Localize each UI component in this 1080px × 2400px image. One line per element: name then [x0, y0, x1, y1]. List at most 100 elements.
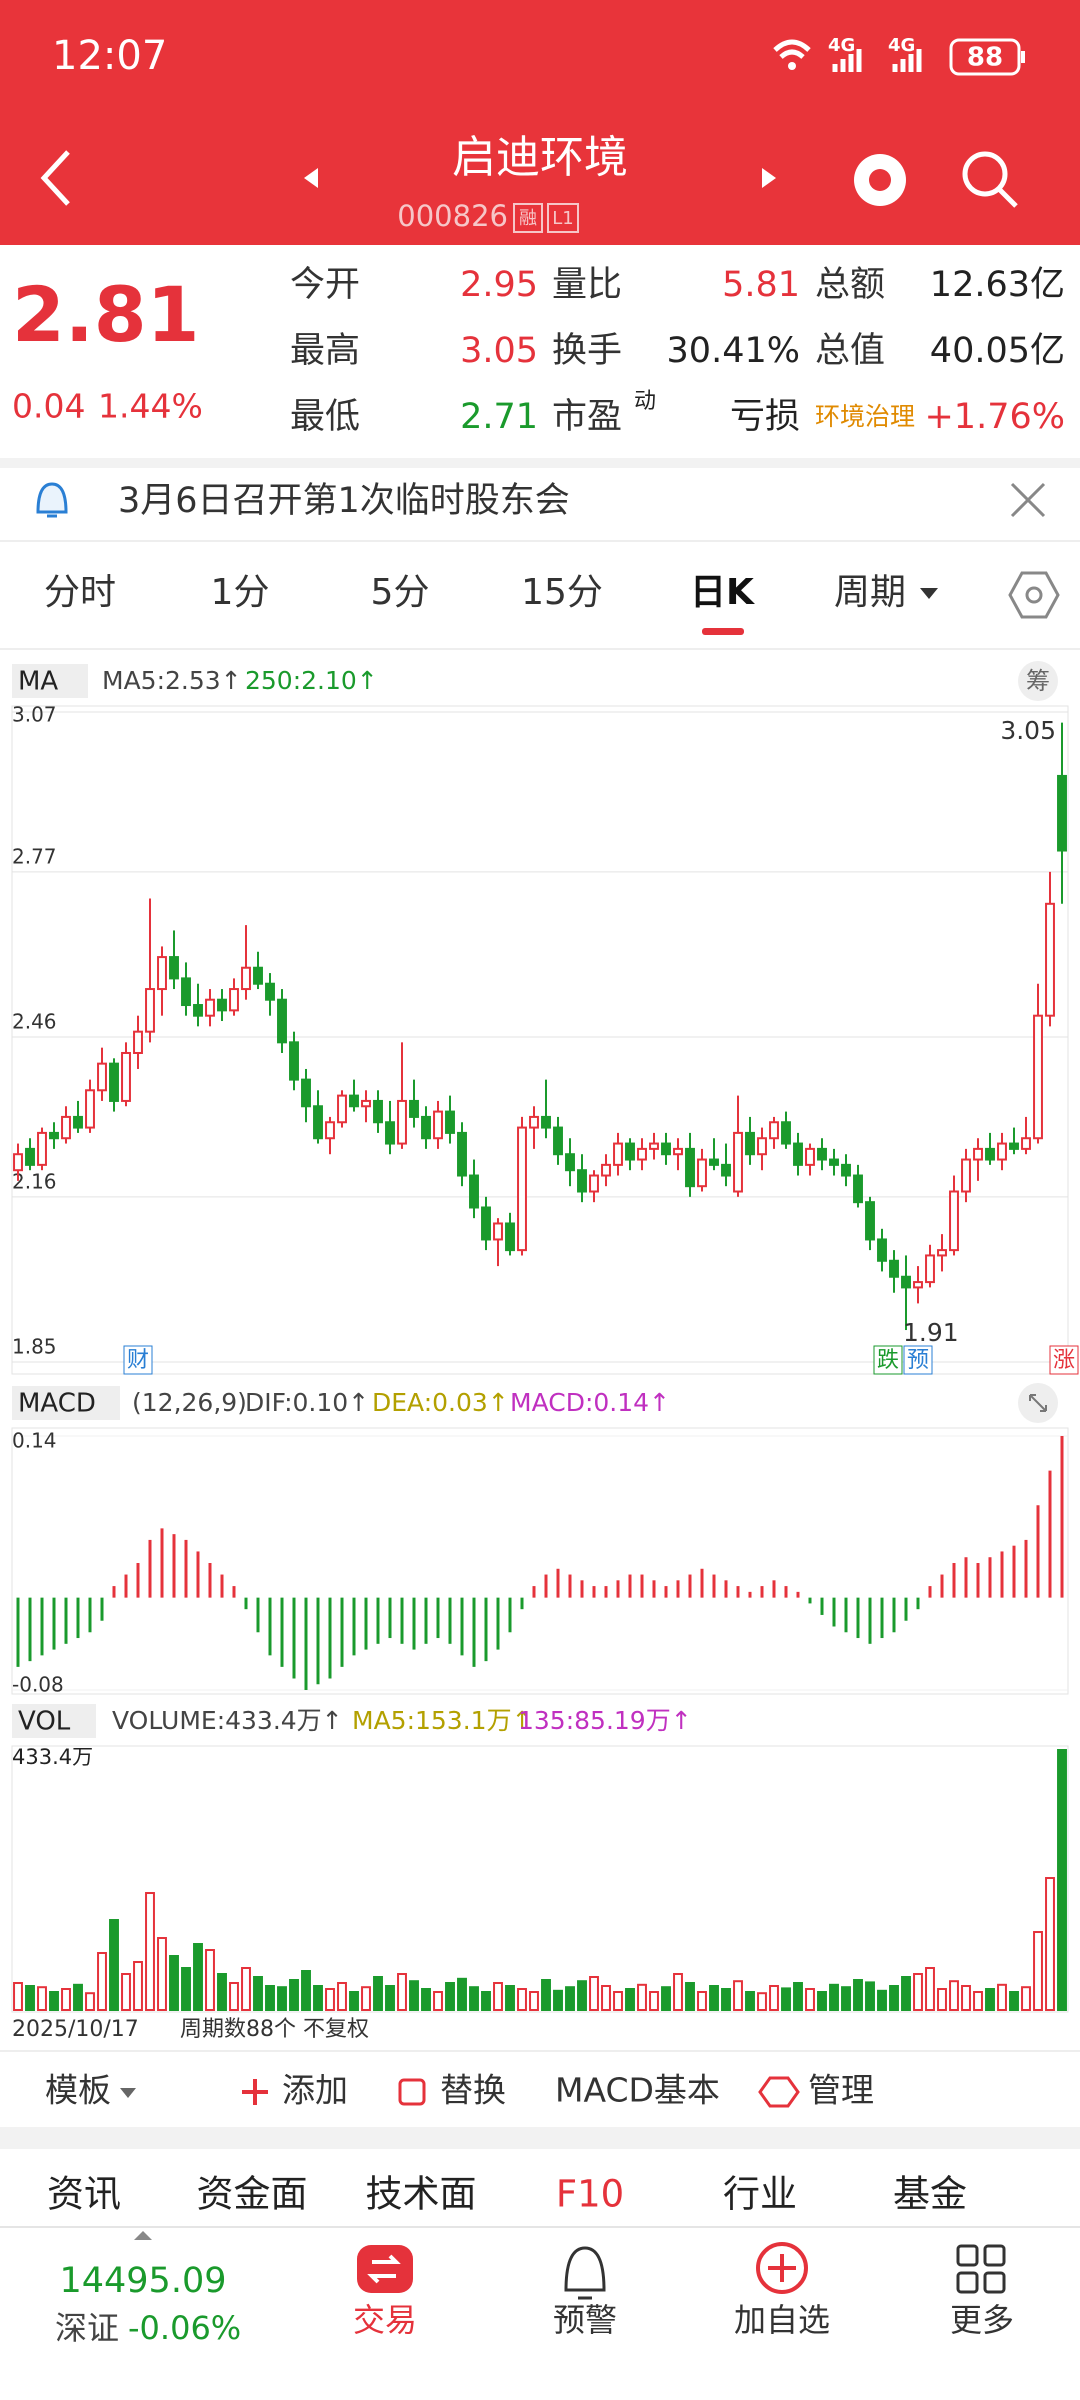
- period-tab[interactable]: 1分: [211, 572, 270, 613]
- alert-icon[interactable]: [564, 2246, 606, 2300]
- candle-body: [673, 1147, 683, 1156]
- dea-legend: DEA:0.03↑: [372, 1388, 509, 1417]
- candle-body: [697, 1158, 707, 1188]
- y-tick-label: 0.14: [12, 1429, 57, 1453]
- candle-body: [865, 1201, 875, 1241]
- candle-body: [73, 1115, 83, 1129]
- legend-box[interactable]: [12, 664, 88, 698]
- legend-box[interactable]: [12, 1704, 96, 1738]
- candle-body: [481, 1206, 491, 1241]
- nav-item[interactable]: 交易: [353, 2301, 417, 2339]
- period-tab[interactable]: 5分: [371, 572, 430, 613]
- trade-icon[interactable]: [357, 2245, 413, 2293]
- prev-stock[interactable]: [304, 168, 318, 188]
- legend-box[interactable]: [12, 1386, 120, 1420]
- more-icon: [983, 2271, 1006, 2294]
- candle-body: [637, 1147, 647, 1161]
- volume-bar: [661, 1986, 671, 2011]
- candle-body: [121, 1051, 131, 1102]
- info-tab[interactable]: 资金面: [197, 2173, 308, 2216]
- period-tab[interactable]: 分时: [44, 572, 116, 613]
- index-arrow: [134, 2231, 152, 2240]
- volume-bar: [709, 1985, 719, 2011]
- notice-text[interactable]: 3月6日召开第1次临时股东会: [118, 481, 570, 521]
- period-tab[interactable]: 周期: [834, 572, 906, 613]
- candle-body: [109, 1062, 119, 1102]
- volume-bar: [1033, 1931, 1043, 2011]
- volume-bar: [769, 1985, 779, 2011]
- candle-body: [205, 998, 215, 1017]
- add-button[interactable]: 添加: [282, 2071, 348, 2110]
- candle-body: [661, 1142, 671, 1156]
- volume-bar: [745, 1991, 755, 2012]
- close-notice[interactable]: [1010, 482, 1046, 518]
- volume-bar: [997, 1983, 1007, 2011]
- volume-bar: [613, 1991, 623, 2012]
- back-button[interactable]: [40, 150, 70, 206]
- info-tab[interactable]: 资讯: [47, 2173, 121, 2216]
- ma-box[interactable]: MA: [18, 667, 58, 697]
- dif-legend: DIF:0.10↑: [245, 1388, 369, 1417]
- volume-bar: [505, 1985, 515, 2011]
- candle-body: [733, 1131, 743, 1193]
- add-watch-icon[interactable]: [756, 2242, 808, 2294]
- event-marker[interactable]: [123, 1345, 153, 1375]
- index-value[interactable]: 14495.09: [59, 2261, 226, 2301]
- candle-body: [13, 1153, 23, 1172]
- volume-bar: [13, 1982, 23, 2011]
- candle-body: [349, 1094, 359, 1108]
- template-button[interactable]: 模板: [45, 2071, 111, 2110]
- search-icon[interactable]: [962, 151, 1008, 197]
- candle-body: [829, 1158, 839, 1166]
- macd-box[interactable]: MACD: [18, 1389, 96, 1419]
- start-date: 2025/10/17: [12, 2017, 139, 2042]
- chip-text[interactable]: 筹: [1026, 667, 1050, 695]
- settings-icon[interactable]: [1008, 571, 1060, 619]
- macd-basic[interactable]: MACD基本: [555, 2071, 720, 2110]
- candle-body: [265, 982, 275, 1001]
- candle-body: [313, 1105, 323, 1140]
- vol-box[interactable]: VOL: [18, 1707, 71, 1737]
- info-tab[interactable]: F10: [556, 2173, 624, 2216]
- manage-button[interactable]: 管理: [808, 2071, 874, 2110]
- nav-item[interactable]: 加自选: [734, 2301, 830, 2339]
- volume-bar: [445, 1982, 455, 2011]
- event-marker[interactable]: [903, 1345, 933, 1375]
- candle-body: [757, 1137, 767, 1156]
- info-tab[interactable]: 技术面: [366, 2173, 477, 2216]
- event-marker[interactable]: [1049, 1345, 1079, 1375]
- add-watch-icon: [768, 2254, 796, 2282]
- stock-code: 000826: [397, 199, 508, 233]
- volume-bar: [781, 1987, 791, 2011]
- volume-bar: [361, 1986, 371, 2011]
- volume-bar: [829, 1983, 839, 2011]
- nav-item[interactable]: 预警: [553, 2301, 617, 2339]
- volume-bar: [169, 1955, 179, 2011]
- candle-body: [325, 1121, 335, 1140]
- candle-body: [445, 1110, 455, 1134]
- volume-bar: [145, 1892, 155, 2011]
- divider: [0, 458, 1080, 468]
- replace-button[interactable]: 替换: [440, 2071, 506, 2110]
- period-tab[interactable]: 日K: [690, 572, 755, 613]
- quote-label: 今开: [290, 265, 360, 305]
- divider: [0, 2050, 1080, 2052]
- event-marker[interactable]: [873, 1345, 903, 1375]
- price-change: 0.04: [12, 387, 85, 426]
- candle-body: [361, 1099, 371, 1108]
- nav-item[interactable]: 更多: [950, 2301, 1014, 2339]
- period-tab[interactable]: 15分: [521, 572, 603, 613]
- stock-name: 启迪环境: [452, 132, 628, 183]
- volume-bar: [913, 1973, 923, 2011]
- info-tab[interactable]: 基金: [893, 2173, 967, 2216]
- more-icon[interactable]: [956, 2244, 1006, 2294]
- candle-body: [169, 956, 179, 980]
- quote-value: 12.63亿: [930, 265, 1065, 305]
- quote-value: 40.05亿: [930, 331, 1065, 371]
- candle-body: [937, 1249, 947, 1257]
- candle-body: [841, 1163, 851, 1177]
- chip-button[interactable]: [1018, 661, 1058, 701]
- candle-body: [553, 1126, 563, 1156]
- info-tab[interactable]: 行业: [723, 2173, 797, 2216]
- next-stock[interactable]: [762, 168, 776, 188]
